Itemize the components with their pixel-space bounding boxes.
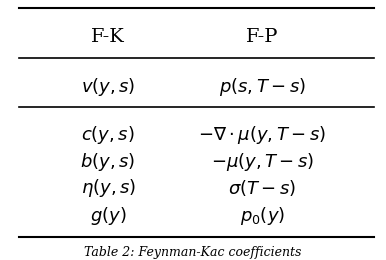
Text: $p(s, T-s)$: $p(s, T-s)$ xyxy=(219,76,306,98)
Text: $-\mu(y, T-s)$: $-\mu(y, T-s)$ xyxy=(211,151,314,173)
Text: $\eta(y,s)$: $\eta(y,s)$ xyxy=(81,177,135,199)
Text: F-K: F-K xyxy=(91,29,125,47)
Text: $c(y,s)$: $c(y,s)$ xyxy=(81,124,135,146)
Text: $v(y,s)$: $v(y,s)$ xyxy=(81,76,135,98)
Text: $g(y)$: $g(y)$ xyxy=(90,205,126,227)
Text: $p_0(y)$: $p_0(y)$ xyxy=(240,205,285,227)
Text: Table 2: Feynman-Kac coefficients: Table 2: Feynman-Kac coefficients xyxy=(84,245,302,258)
Text: $b(y,s)$: $b(y,s)$ xyxy=(81,151,135,173)
Text: F-P: F-P xyxy=(246,29,279,47)
Text: $\sigma(T-s)$: $\sigma(T-s)$ xyxy=(228,178,297,198)
Text: $-\nabla \cdot \mu(y, T-s)$: $-\nabla \cdot \mu(y, T-s)$ xyxy=(198,124,327,146)
